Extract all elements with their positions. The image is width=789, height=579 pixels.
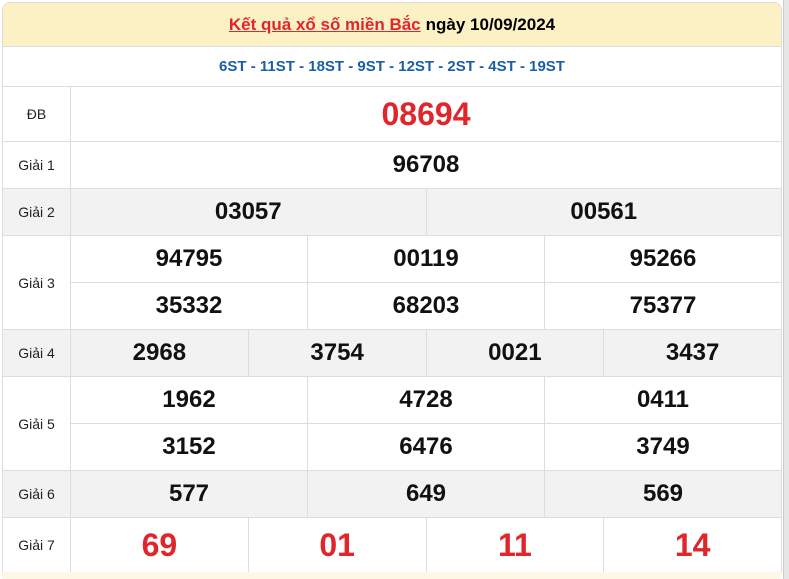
row-g3: Giải 3 94795 00119 95266 35332 68203 75377 [3,236,781,330]
value-db: 08694 [381,95,471,132]
value-g6: 577 [168,480,210,507]
value-g7: 14 [603,518,781,572]
row-g1: Giải 1 96708 [3,142,781,189]
row-g6: Giải 6 577 649 569 [3,471,781,518]
value-g5: 3152 [162,433,216,460]
value-g1: 96708 [392,151,460,178]
label-g7: Giải 7 [3,518,71,572]
value-g5: 0411 [544,377,781,423]
value-g3: 68203 [307,283,544,329]
value-g4: 3437 [603,330,781,376]
special-codes: 6ST - 11ST - 18ST - 9ST - 12ST - 2ST - 4… [3,47,781,87]
label-g4: Giải 4 [3,330,71,376]
value-g3: 35332 [155,292,223,319]
value-g3: 75377 [544,283,781,329]
value-g4: 2968 [132,339,187,366]
scrollbar[interactable] [783,0,789,579]
value-g2: 00561 [425,189,782,235]
value-g5: 1962 [162,386,216,413]
value-g3: 00119 [307,236,544,282]
row-g5: Giải 5 1962 4728 0411 3152 6476 3749 [3,377,781,471]
label-g2: Giải 2 [3,189,71,235]
value-g4: 3754 [247,330,426,376]
row-g2: Giải 2 03057 00561 [3,189,781,236]
value-g5: 6476 [307,424,544,470]
value-g5: 3749 [544,424,781,470]
value-g7: 01 [247,518,426,572]
value-g6: 569 [544,471,781,517]
label-g6: Giải 6 [3,471,71,517]
row-g7: Giải 7 69 01 11 14 [3,518,781,572]
row-g4: Giải 4 2968 3754 0021 3437 [3,330,781,377]
label-g5: Giải 5 [3,377,71,470]
value-g7: 11 [425,518,604,572]
value-g3: 94795 [155,245,223,272]
value-g5: 4728 [307,377,544,423]
value-g2: 03057 [214,198,282,225]
results-table: Kết quả xổ số miền Bắc ngày 10/09/2024 6S… [2,2,782,573]
value-g4: 0021 [425,330,604,376]
label-g3: Giải 3 [3,236,71,329]
title-link[interactable]: Kết quả xổ số miền Bắc [228,14,421,34]
value-g7: 69 [141,526,178,563]
label-db: ĐB [3,87,71,141]
value-g3: 95266 [544,236,781,282]
label-g1: Giải 1 [3,142,71,188]
value-g6: 649 [307,471,544,517]
title-date: ngày 10/09/2024 [425,14,556,34]
footer-band [2,572,781,579]
title-bar: Kết quả xổ số miền Bắc ngày 10/09/2024 [3,3,781,47]
row-db: ĐB 08694 [3,87,781,142]
